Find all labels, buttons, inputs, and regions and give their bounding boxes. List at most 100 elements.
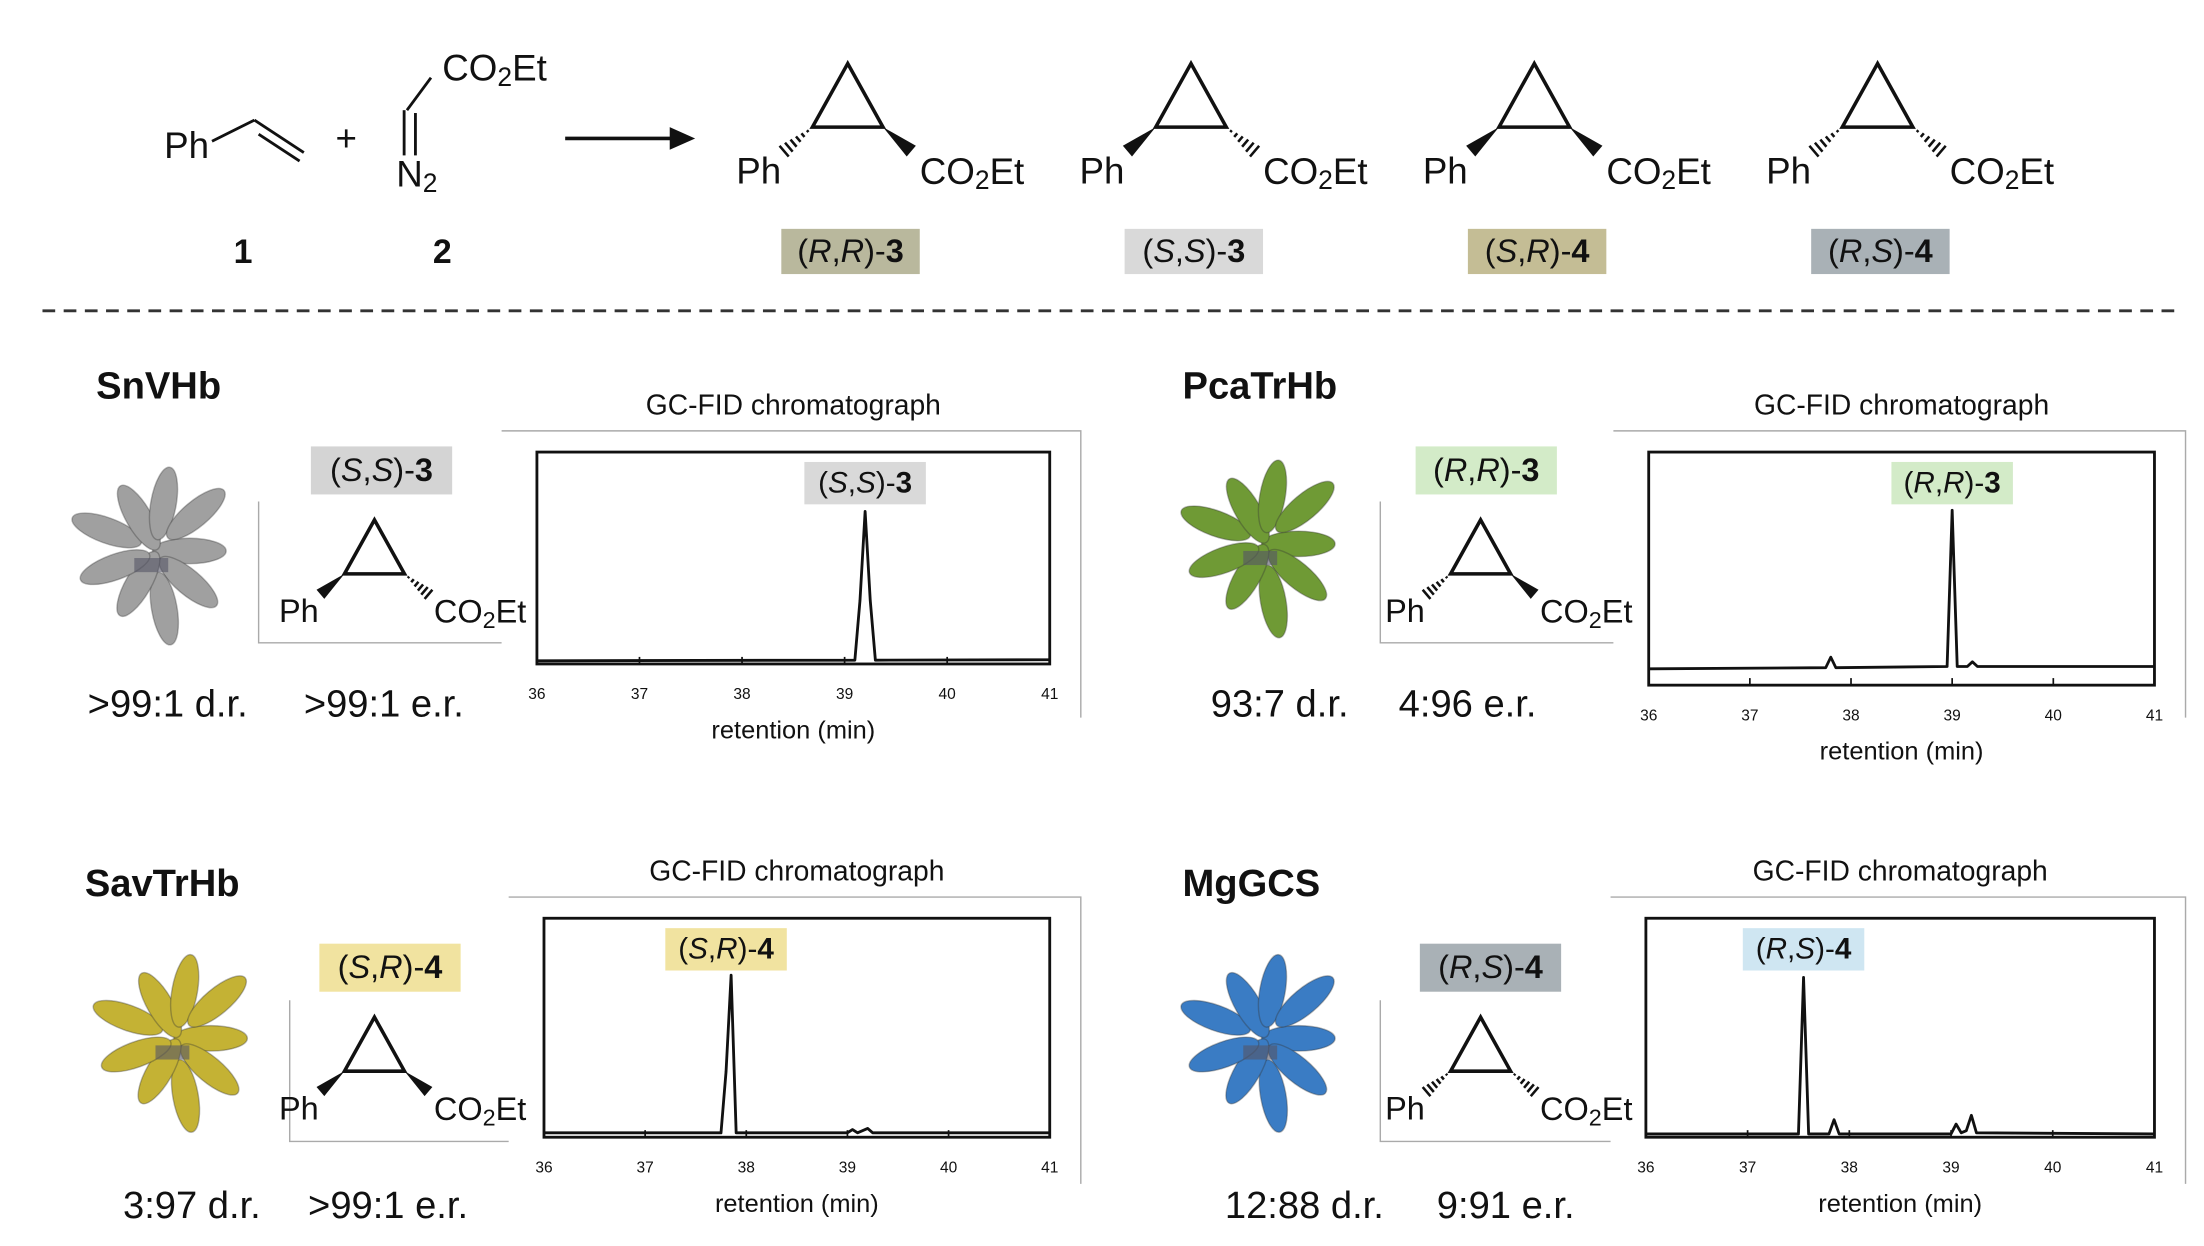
x-tick-label: 41 [2146,1159,2163,1176]
x-tick-label: 36 [528,686,545,703]
hash-bond [1819,138,1828,148]
chart-title: GC-FID chromatograph [1754,388,2049,420]
enzyme-name: SnVHb [96,365,221,408]
x-tick-label: 41 [1041,686,1058,703]
stereo-label: (R,S)-4 [1438,949,1543,985]
wedge-bond [883,127,916,157]
x-tick-label: 39 [1942,1159,1959,1176]
enzyme-name: SavTrHb [85,862,240,905]
reactant-formula: N2 [396,153,437,198]
x-tick-label: 36 [535,1159,552,1176]
hash-bond [1233,132,1239,138]
protein-helix [1188,542,1260,579]
protein-helix [1180,999,1252,1036]
stereo-label: (S,S)-3 [330,451,433,487]
protein-helix [173,1024,249,1052]
cyclopropane [809,59,887,129]
hash-bond [1526,1083,1535,1093]
stereo-label: (R,S)-4 [1828,232,1933,268]
wedge-bond [316,573,345,599]
hash-bond [1830,132,1836,138]
x-tick-label: 38 [733,686,750,703]
protein-helix [1258,564,1289,639]
hash-bond [1440,1075,1445,1081]
stereo-label-box [1891,461,2013,505]
plot-area [1644,916,2156,1139]
chromatogram-trace [1648,508,2155,671]
hash-bond [423,588,434,600]
hash-bond [413,581,420,588]
enzyme-name: MgGCS [1183,862,1321,905]
hash-bond [420,586,429,596]
diastereomeric-ratio: 12:88 d.r. [1225,1184,1384,1227]
chart-title: GC-FID chromatograph [646,388,941,420]
heme [155,1045,190,1060]
stereo-label: (S,S)-3 [1142,232,1245,268]
x-tick-label: 36 [1637,1159,1654,1176]
compound-number: 2 [433,233,452,271]
cyclopropane [1839,59,1916,129]
hash-bond [1513,1072,1517,1077]
substituent: Ph [1080,150,1125,191]
hash-bond [1241,138,1250,148]
compound-number: 1 [234,233,253,271]
hash-bond [1927,138,1936,148]
protein-helix [169,953,200,1028]
cyclopropane [341,516,408,576]
hash-bond [1523,1080,1531,1089]
plot-area [535,450,1052,666]
cyclopropane [341,1013,408,1073]
hash-bond [778,144,790,158]
substituent: CO2Et [920,150,1025,195]
hash-bond [1919,132,1925,138]
stereo-label-box [781,228,920,275]
substituent: CO2Et [1540,1090,1632,1130]
hash-bond [1935,144,1947,158]
hash-bond [1431,583,1439,592]
protein-helix [165,487,226,541]
wedge-bond [316,1071,345,1097]
protein-helix [170,1059,201,1133]
wedge-bond [404,1071,433,1097]
x-tick-label: 41 [2146,707,2163,724]
hash-bond [1426,1083,1435,1093]
x-tick-label: 40 [2045,707,2063,724]
frame [1613,430,2187,718]
chart-title: GC-FID chromatograph [1753,855,2048,887]
x-tick-label: 40 [2044,1159,2062,1176]
substituent: Ph [1385,593,1425,629]
hash-bond [1519,1078,1526,1085]
protein-helix [92,999,164,1036]
diastereomeric-ratio: 93:7 d.r. [1211,682,1349,725]
enantiomeric-ratio: >99:1 e.r. [308,1184,468,1227]
x-tick-label: 39 [839,1159,856,1176]
stereo-label-box [1742,928,1865,971]
substituent: CO2Et [1263,150,1367,195]
x-tick-label: 36 [1640,707,1657,724]
stereo-label: (R,R)-3 [1904,466,2001,499]
x-tick-label: 38 [1841,1159,1858,1176]
frame [1610,896,2187,1184]
protein-helix [79,549,151,586]
stereo-label-box [1467,228,1607,275]
bond [211,118,256,143]
stereo-label: (S,S)-3 [818,466,912,499]
protein-helix [149,571,180,646]
protein-helix [1274,480,1335,534]
enantiomeric-ratio: 4:96 e.r. [1399,682,1537,725]
wedge-bond [1569,127,1603,157]
protein-helix [1180,505,1252,542]
heme [1243,1045,1278,1060]
substituent: Ph [1423,150,1468,191]
hash-bond [1931,141,1942,153]
hash-bond [1813,141,1824,153]
stereo-label: (S,R)-4 [338,949,443,985]
frame [508,896,1082,1184]
chromatogram-trace [543,973,1050,1135]
chromatogram-trace [1645,975,2155,1136]
frame [288,1000,509,1143]
stereo-label-box [1419,943,1562,992]
substituent: Ph [279,593,319,629]
x-tick-label: 37 [631,686,648,703]
hash-bond [1421,1086,1432,1097]
